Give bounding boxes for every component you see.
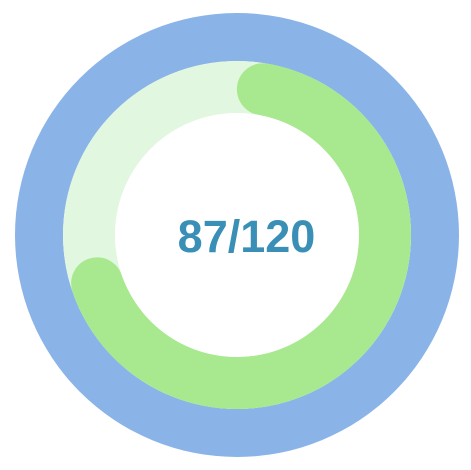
inner-fill (115, 113, 359, 357)
progress-arc (71, 63, 411, 409)
